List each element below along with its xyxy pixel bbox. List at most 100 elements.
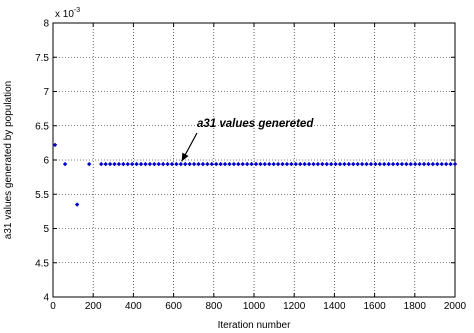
data-point: [298, 161, 303, 167]
data-point: [196, 161, 201, 167]
data-point: [284, 161, 290, 167]
data-point: [364, 161, 369, 167]
x-tick-label: 600: [165, 301, 182, 312]
data-point: [178, 161, 184, 167]
x-tick-label: 1000: [243, 301, 266, 312]
data-point: [174, 161, 179, 167]
data-point: [271, 161, 276, 167]
data-point: [121, 161, 126, 167]
data-point: [222, 161, 228, 167]
annotation-arrow-head: [181, 152, 189, 162]
y-tick-label: 8: [43, 19, 49, 30]
data-point: [351, 161, 356, 167]
annotation-text: a31 values genereted: [197, 118, 314, 130]
x-tick-label: 0: [50, 301, 56, 312]
data-point: [52, 142, 58, 148]
data-point: [435, 161, 440, 167]
data-point: [320, 161, 325, 167]
data-point: [452, 161, 458, 167]
data-point: [439, 161, 444, 167]
data-point: [443, 161, 449, 167]
x-tick-label: 2000: [444, 301, 467, 312]
x-tick-label: 1200: [283, 301, 306, 312]
data-point: [373, 161, 378, 167]
data-point: [240, 161, 245, 167]
data-point: [258, 161, 263, 167]
data-point: [404, 161, 409, 167]
x-tick-label: 1400: [323, 301, 346, 312]
data-point: [244, 161, 250, 167]
data-point: [134, 161, 139, 167]
data-point: [86, 161, 92, 167]
data-point: [448, 161, 453, 167]
data-point: [386, 161, 391, 167]
x-axis-label: Iteration number: [218, 320, 291, 331]
data-point: [156, 161, 161, 167]
data-point: [333, 161, 338, 167]
x-tick-label: 400: [125, 301, 142, 312]
data-point: [355, 161, 360, 167]
data-point: [214, 161, 219, 167]
data-point: [103, 161, 108, 167]
data-point: [107, 161, 113, 167]
data-point: [249, 161, 254, 167]
data-point: [112, 161, 117, 167]
data-series: [52, 142, 458, 207]
y-tick-label: 7.5: [35, 53, 49, 64]
data-point: [231, 161, 237, 167]
data-point: [390, 161, 396, 167]
data-point: [125, 161, 130, 167]
data-point: [399, 161, 405, 167]
data-point: [324, 161, 329, 167]
data-point: [275, 161, 281, 167]
data-point: [160, 161, 166, 167]
data-point: [227, 161, 232, 167]
data-point: [62, 161, 68, 167]
data-point: [342, 161, 347, 167]
axis-ticks: 0 200 400 600 800 1000 1200 1400 1600 1800 2000 4 4.…: [35, 19, 466, 313]
y-exponent-label: x 10-3: [55, 7, 80, 20]
data-point: [408, 161, 413, 167]
data-point: [129, 161, 135, 167]
data-point: [368, 161, 374, 167]
data-point: [430, 161, 436, 167]
y-tick-label: 7: [43, 87, 49, 98]
data-point: [413, 161, 418, 167]
y-tick-label: 5.5: [35, 190, 49, 201]
data-point: [209, 161, 214, 167]
data-point: [187, 161, 192, 167]
data-point: [359, 161, 365, 167]
data-point: [218, 161, 223, 167]
data-point: [99, 161, 104, 167]
y-tick-label: 4: [43, 293, 49, 304]
data-point: [346, 161, 352, 167]
data-point: [302, 161, 307, 167]
data-point: [262, 161, 268, 167]
data-point: [377, 161, 383, 167]
data-point: [205, 161, 210, 167]
x-tick-label: 200: [85, 301, 102, 312]
y-tick-label: 5: [43, 224, 49, 235]
y-tick-label: 6.5: [35, 121, 49, 132]
data-point: [236, 161, 241, 167]
data-point: [267, 161, 272, 167]
data-point: [152, 161, 157, 167]
data-point: [421, 161, 427, 167]
data-point: [183, 161, 188, 167]
data-point: [200, 161, 206, 167]
data-point: [165, 161, 170, 167]
grid-lines: [53, 23, 455, 297]
data-point: [315, 161, 321, 167]
data-point: [293, 161, 299, 167]
x-tick-label: 1600: [363, 301, 386, 312]
data-point: [169, 161, 175, 167]
y-axis-label: a31 values generated by population: [3, 81, 14, 239]
data-point: [328, 161, 334, 167]
data-point: [74, 202, 80, 207]
data-point: [147, 161, 153, 167]
x-tick-label: 1800: [404, 301, 427, 312]
annotation: a31 values genereted: [181, 118, 314, 162]
data-point: [143, 161, 148, 167]
data-point: [395, 161, 400, 167]
y-tick-label: 6: [43, 156, 49, 167]
